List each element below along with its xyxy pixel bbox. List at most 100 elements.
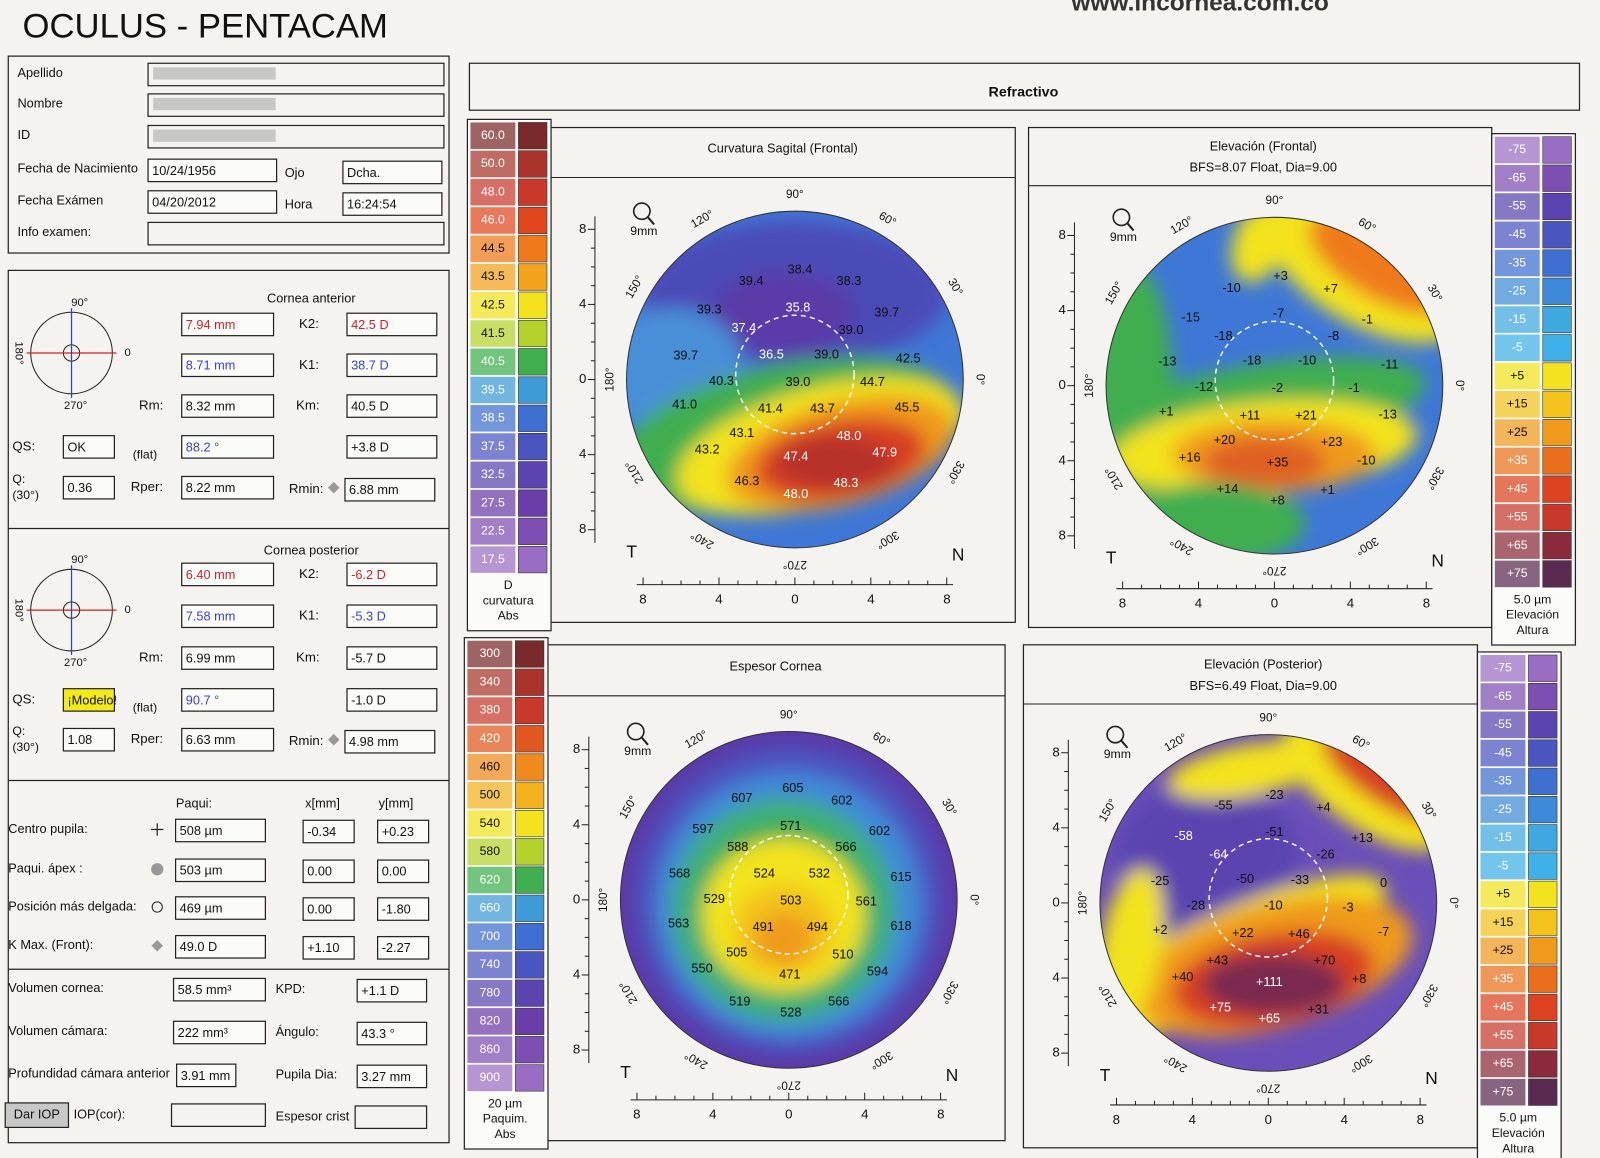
y-tick-label: 8 bbox=[579, 221, 586, 236]
map-value: -10 bbox=[1298, 353, 1316, 368]
iop-button[interactable] bbox=[4, 1102, 70, 1129]
label: Km: bbox=[296, 398, 320, 413]
scale-swatch bbox=[1494, 391, 1540, 418]
map-value: -2 bbox=[1272, 380, 1283, 395]
label: Paqui: bbox=[176, 795, 212, 810]
value: OK bbox=[67, 439, 86, 454]
map-value: 566 bbox=[835, 839, 856, 854]
scale-unit: Paquim. bbox=[483, 1112, 528, 1126]
angle-label: 180° bbox=[597, 888, 610, 912]
scale-swatch bbox=[1494, 306, 1540, 333]
scale-bar bbox=[1542, 362, 1572, 390]
scale-bar bbox=[518, 348, 548, 376]
map-value: 615 bbox=[890, 869, 911, 884]
label: 0 bbox=[125, 347, 131, 359]
scale-swatch bbox=[1480, 796, 1526, 823]
scale-unit: Elevación bbox=[1506, 608, 1559, 622]
label: Volumen cornea: bbox=[8, 980, 104, 995]
map-value: +75 bbox=[1210, 999, 1232, 1014]
value: 04/20/2012 bbox=[152, 194, 216, 209]
map-value: +1 bbox=[1159, 404, 1174, 419]
symbol bbox=[151, 901, 163, 913]
map-value: +35 bbox=[1267, 455, 1289, 470]
scale-label: 460 bbox=[480, 759, 501, 773]
map-value: 561 bbox=[856, 893, 877, 908]
value: 8.32 mm bbox=[186, 398, 236, 413]
angle-label: 210° bbox=[1096, 982, 1119, 1010]
y-tick-label: 4 bbox=[1059, 452, 1066, 467]
angle-label: 120° bbox=[689, 208, 717, 231]
angle-label: 60° bbox=[870, 730, 892, 750]
scale-bar bbox=[518, 461, 548, 489]
map-value: 47.4 bbox=[784, 448, 809, 463]
scale-label: 540 bbox=[480, 816, 501, 830]
value-box bbox=[346, 353, 438, 378]
angle-label: 150° bbox=[617, 794, 640, 822]
value-box bbox=[181, 562, 275, 587]
x-tick-label: 4 bbox=[709, 1107, 716, 1122]
scale-label: 40.5 bbox=[481, 354, 505, 368]
scale-bar bbox=[515, 951, 545, 979]
color-map bbox=[1099, 734, 1437, 1072]
scale-swatch bbox=[1494, 504, 1540, 531]
map-value: 471 bbox=[779, 967, 800, 982]
scale-swatch bbox=[470, 207, 516, 234]
map-value: +2 bbox=[1153, 922, 1168, 937]
scale-swatch bbox=[1494, 447, 1540, 475]
scale-label: -15 bbox=[1494, 830, 1512, 844]
scale-unit: Elevación bbox=[1492, 1126, 1545, 1140]
label: Espesor crist bbox=[276, 1109, 350, 1124]
scale-swatch bbox=[470, 489, 516, 517]
map-value: 588 bbox=[727, 839, 748, 854]
value-box bbox=[346, 435, 438, 459]
map-value: -10 bbox=[1264, 897, 1282, 912]
angle-label: 60° bbox=[1350, 733, 1372, 753]
scale-label: -5 bbox=[1512, 340, 1523, 354]
scale-label: 22.5 bbox=[481, 524, 505, 538]
scale-bar bbox=[515, 725, 545, 753]
scale-swatch bbox=[467, 753, 513, 781]
scale-bar bbox=[1528, 1078, 1558, 1106]
value: -6.2 D bbox=[351, 567, 386, 582]
value: 222 mm³ bbox=[178, 1025, 228, 1040]
label: K1: bbox=[299, 608, 319, 623]
map-value: -13 bbox=[1378, 407, 1396, 422]
value: 58.5 mm³ bbox=[178, 982, 232, 997]
scale-label: +45 bbox=[1493, 1000, 1514, 1014]
value-box bbox=[62, 435, 115, 459]
scale-bar bbox=[1528, 796, 1558, 824]
scale-bar bbox=[518, 546, 548, 574]
scale-swatch bbox=[1480, 1078, 1526, 1106]
scale-swatch bbox=[467, 979, 513, 1007]
value: 16:24:54 bbox=[347, 196, 397, 211]
zoom-icon bbox=[1126, 222, 1135, 232]
x-tick-label: 4 bbox=[1347, 595, 1354, 610]
symbol bbox=[151, 940, 164, 952]
map-value: 568 bbox=[669, 866, 690, 881]
scale-bar bbox=[1528, 682, 1558, 711]
map-value: 602 bbox=[869, 823, 890, 838]
label: QS: bbox=[12, 438, 35, 453]
map-value: 41.4 bbox=[758, 401, 783, 416]
label: K2: bbox=[299, 316, 319, 331]
scale-swatch bbox=[470, 433, 516, 460]
map-value: 532 bbox=[809, 866, 830, 881]
value: -1.0 D bbox=[351, 692, 386, 707]
label: (flat) bbox=[133, 700, 157, 714]
map-value: +11 bbox=[1240, 408, 1261, 423]
angle-label: 180° bbox=[603, 367, 616, 391]
value: 88.2 ° bbox=[186, 439, 219, 454]
value-box bbox=[346, 312, 438, 337]
scale-swatch bbox=[1494, 136, 1540, 164]
value: 49.0 D bbox=[180, 939, 218, 954]
scale-bar bbox=[515, 781, 545, 809]
map-value: 37.4 bbox=[731, 320, 756, 335]
iop-button-label[interactable]: Dar IOP bbox=[14, 1107, 60, 1122]
map-value: -7 bbox=[1378, 924, 1389, 939]
scale-swatch bbox=[1480, 683, 1526, 710]
map-value: -18 bbox=[1214, 328, 1232, 343]
scale-bar bbox=[1542, 560, 1572, 588]
angle-label: 90° bbox=[780, 708, 798, 721]
map-value: 35.8 bbox=[786, 299, 811, 314]
scale-label: +65 bbox=[1493, 1056, 1514, 1070]
